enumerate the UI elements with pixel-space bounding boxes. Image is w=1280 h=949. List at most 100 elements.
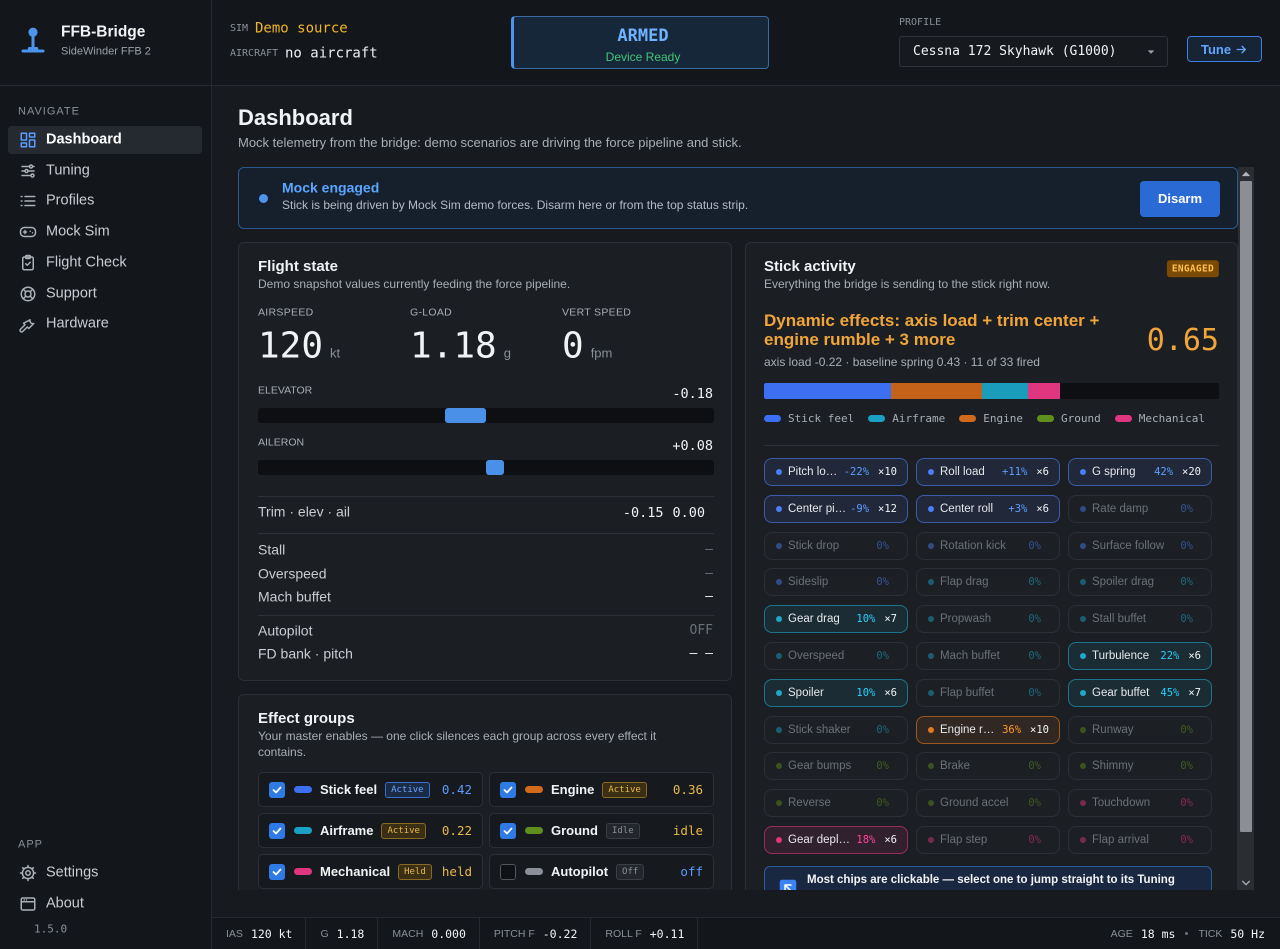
icon-path	[272, 786, 282, 793]
effect-chip[interactable]: Reverse 0%	[764, 789, 908, 818]
status-separator	[1185, 932, 1189, 935]
effect-chip[interactable]: Gear drag 10% ×7	[764, 605, 908, 634]
icon-path	[503, 827, 513, 834]
divider	[258, 615, 714, 616]
app-item[interactable]: Settings	[8, 859, 202, 887]
effect-chip[interactable]: Overspeed 0%	[764, 642, 908, 670]
chip-name: Shimmy	[1092, 760, 1134, 773]
chip-value: 18%	[856, 834, 876, 846]
nav-item[interactable]: Profiles	[8, 187, 202, 215]
axis-track	[258, 408, 714, 423]
effect-chip[interactable]: Touchdown 0%	[1068, 789, 1212, 818]
nav-label: Hardware	[46, 315, 109, 332]
group-checkbox[interactable]	[269, 822, 285, 839]
effect-chip[interactable]: Flap buffet 0%	[916, 678, 1060, 707]
effect-chip[interactable]: Gear buffet 45% ×7	[1068, 678, 1212, 707]
effect-group-row[interactable]: Airframe Active 0.22	[258, 813, 483, 848]
effect-group-row[interactable]: Ground Idle idle	[489, 813, 714, 848]
icon-svg	[20, 896, 36, 911]
effect-chip[interactable]: Stick shaker 0%	[764, 715, 908, 744]
select-caret	[1146, 47, 1156, 57]
trim-value: 0.00	[672, 504, 705, 521]
nav-item[interactable]: Dashboard	[8, 126, 202, 154]
effect-chip[interactable]: Roll load +11% ×6	[916, 458, 1060, 486]
chip-dot	[928, 726, 934, 733]
chip-dot	[928, 579, 934, 586]
banner-title: Mock engaged	[282, 179, 380, 196]
legend-swatch	[959, 414, 977, 422]
app-item[interactable]: About	[8, 890, 202, 918]
effect-chip[interactable]: G spring 42% ×20	[1068, 458, 1212, 486]
group-checkbox[interactable]	[500, 781, 516, 798]
mix-track	[764, 383, 1219, 399]
effect-chip[interactable]: Center roll +3% ×6	[916, 494, 1060, 523]
chip-dot	[1080, 542, 1086, 549]
effect-chip[interactable]: Flap step 0%	[916, 826, 1060, 854]
group-checkbox[interactable]	[500, 822, 516, 839]
nav-item[interactable]: Hardware	[8, 310, 202, 338]
profile-select[interactable]: Cessna 172 Skyhawk (G1000)	[899, 36, 1168, 67]
chip-count: ×6	[884, 834, 897, 846]
effect-chip[interactable]: Engine r… 36% ×10	[916, 715, 1060, 744]
icon-path	[20, 898, 36, 903]
effect-chip[interactable]: Rotation kick 0%	[916, 531, 1060, 560]
nav-item[interactable]: Support	[8, 280, 202, 308]
effect-group-row[interactable]: Mechanical Held held	[258, 854, 483, 889]
effect-chip[interactable]: Flap arrival 0%	[1068, 826, 1212, 854]
effect-chip[interactable]: Rate damp 0%	[1068, 494, 1212, 523]
effect-chip[interactable]: Propwash 0%	[916, 605, 1060, 634]
nav-item[interactable]: Flight Check	[8, 249, 202, 277]
effect-chip[interactable]: Spoiler drag 0%	[1068, 568, 1212, 597]
effect-chip[interactable]: Spoiler 10% ×6	[764, 678, 908, 707]
effect-chip[interactable]: Shimmy 0%	[1068, 752, 1212, 781]
effect-chip[interactable]: Runway 0%	[1068, 715, 1212, 744]
nav-label: Tuning	[46, 161, 90, 178]
divider	[258, 496, 714, 497]
effect-chip[interactable]: Brake 0%	[916, 752, 1060, 781]
effect-chip[interactable]: Gear bumps 0%	[764, 752, 908, 781]
mock-banner: Mock engaged Stick is being driven by Moc…	[238, 167, 1238, 229]
chip-value: 36%	[1002, 723, 1022, 736]
nav-item[interactable]: Tuning	[8, 157, 202, 185]
stick-activity-card: Stick activity Everything the bridge is s…	[745, 242, 1238, 890]
icon-rect	[28, 139, 36, 148]
chip-value: 22%	[1160, 650, 1180, 662]
effect-chip[interactable]: Flap drag 0%	[916, 568, 1060, 597]
group-checkbox[interactable]	[269, 781, 285, 798]
effect-chip[interactable]: Ground accel 0%	[916, 789, 1060, 818]
effect-chip[interactable]: Mach buffet 0%	[916, 642, 1060, 670]
effect-chip[interactable]: Gear depl… 18% ×6	[764, 826, 908, 854]
effect-chip[interactable]: Pitch lo… -22% ×10	[764, 458, 908, 486]
effect-chip[interactable]: Stall buffet 0%	[1068, 605, 1212, 634]
tune-button[interactable]: Tune	[1187, 36, 1262, 62]
page-title: Dashboard	[238, 104, 353, 130]
disarm-button[interactable]: Disarm	[1140, 181, 1220, 217]
effect-chip[interactable]: Sideslip 0%	[764, 568, 908, 597]
icon-path	[1242, 880, 1250, 886]
group-status: Active	[602, 781, 647, 798]
chip-name: Reverse	[788, 797, 831, 810]
chip-dot	[1080, 726, 1086, 733]
effect-group-row[interactable]: Stick feel Active 0.42	[258, 772, 483, 807]
status-label: PITCH F	[493, 927, 535, 940]
effect-group-row[interactable]: Engine Active 0.36	[489, 772, 714, 807]
profile-value: Cessna 172 Skyhawk (G1000)	[913, 44, 1117, 60]
state-label: Overspeed	[258, 565, 327, 582]
effect-chip[interactable]: Turbulence 22% ×6	[1068, 642, 1212, 670]
effect-chip[interactable]: Stick drop 0%	[764, 531, 908, 560]
metric-unit: g	[503, 345, 511, 361]
effect-chip[interactable]: Center pi… -9% ×12	[764, 494, 908, 523]
chip-count: ×6	[1036, 466, 1049, 478]
effect-group-row[interactable]: Autopilot Off off	[489, 854, 714, 889]
nav-item[interactable]: Mock Sim	[8, 218, 202, 246]
group-status: Idle	[605, 822, 640, 839]
icon-path	[784, 884, 792, 890]
group-checkbox[interactable]	[500, 863, 516, 880]
nav-label: Flight Check	[46, 254, 127, 271]
scroll-down	[1241, 878, 1251, 888]
group-status: Active	[381, 822, 426, 839]
trim-values: -0.15 0.00	[623, 505, 705, 521]
effect-chip[interactable]: Surface follow 0%	[1068, 531, 1212, 560]
scrollbar	[1238, 167, 1254, 890]
group-checkbox[interactable]	[269, 863, 285, 880]
